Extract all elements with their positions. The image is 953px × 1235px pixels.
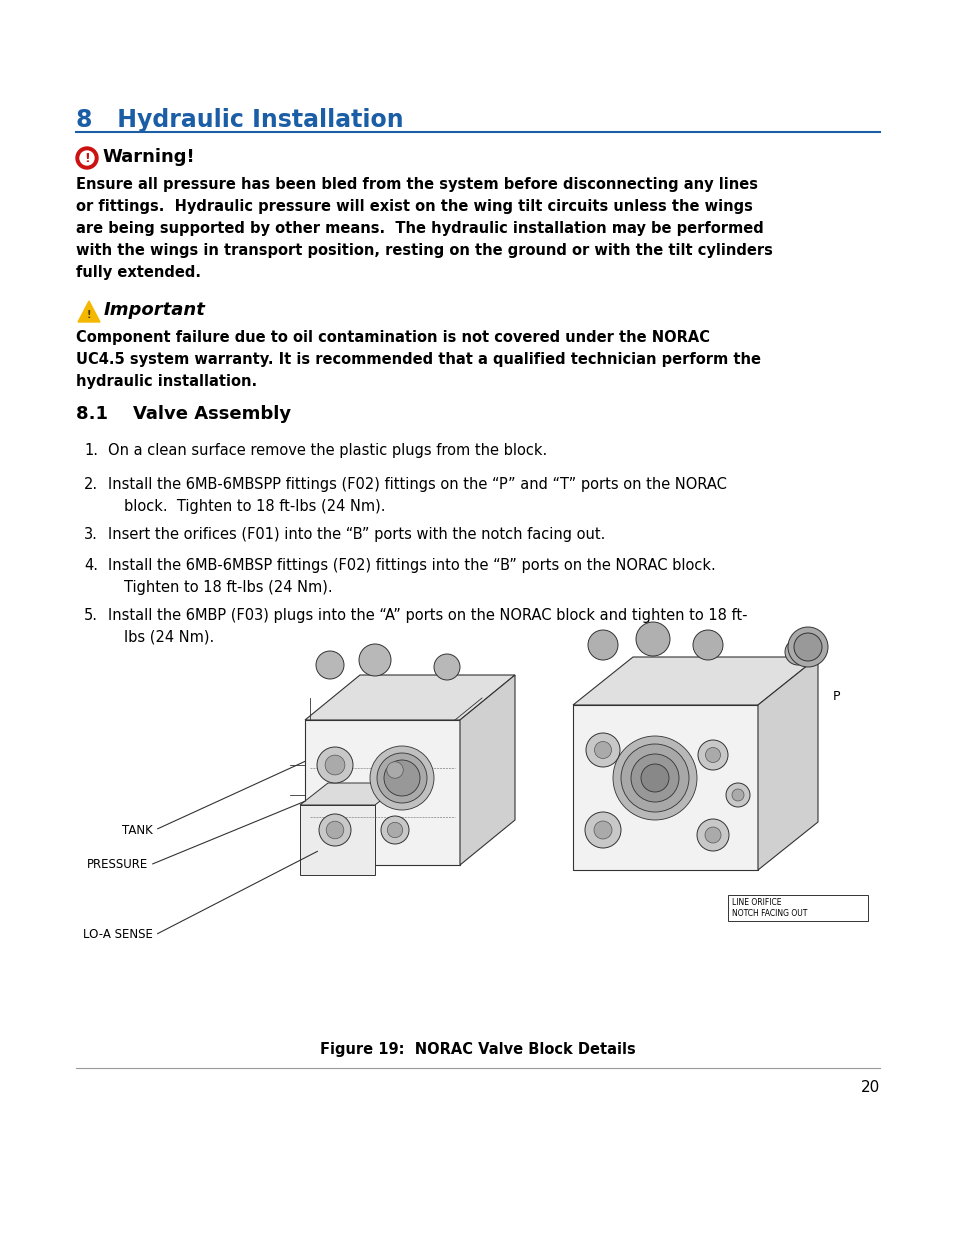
Circle shape (326, 821, 343, 839)
Text: P: P (832, 690, 840, 704)
Circle shape (325, 755, 345, 774)
Text: LO-A SENSE: LO-A SENSE (83, 929, 152, 941)
Circle shape (80, 151, 94, 165)
Text: PRESSURE: PRESSURE (87, 858, 148, 872)
Text: 1.: 1. (84, 443, 98, 458)
Circle shape (705, 747, 720, 762)
Text: 4.: 4. (84, 558, 98, 573)
Text: Tighten to 18 ft-lbs (24 Nm).: Tighten to 18 ft-lbs (24 Nm). (124, 580, 333, 595)
Circle shape (434, 655, 459, 680)
Text: 2.: 2. (84, 477, 98, 492)
Text: 8.1    Valve Assembly: 8.1 Valve Assembly (76, 405, 291, 424)
Polygon shape (573, 657, 817, 705)
Circle shape (787, 627, 827, 667)
Circle shape (698, 740, 727, 769)
Text: Install the 6MB-6MBSPP fittings (F02) fittings on the “P” and “T” ports on the N: Install the 6MB-6MBSPP fittings (F02) fi… (108, 477, 726, 492)
Bar (727, 895, 867, 921)
Text: TANK: TANK (122, 824, 152, 836)
Text: Important: Important (104, 301, 206, 319)
Circle shape (380, 816, 409, 844)
Circle shape (620, 743, 688, 811)
Text: with the wings in transport position, resting on the ground or with the tilt cyl: with the wings in transport position, re… (76, 243, 772, 258)
Text: 20: 20 (860, 1079, 879, 1095)
Text: Warning!: Warning! (102, 148, 194, 165)
Text: are being supported by other means.  The hydraulic installation may be performed: are being supported by other means. The … (76, 221, 763, 236)
Text: LINE ORIFICE
NOTCH FACING OUT: LINE ORIFICE NOTCH FACING OUT (731, 898, 806, 919)
Text: Install the 6MBP (F03) plugs into the “A” ports on the NORAC block and tighten t: Install the 6MBP (F03) plugs into the “A… (108, 608, 747, 622)
Circle shape (584, 811, 620, 848)
Circle shape (636, 622, 669, 656)
Text: !: ! (84, 152, 90, 164)
Circle shape (587, 630, 618, 659)
Circle shape (585, 734, 619, 767)
Polygon shape (299, 783, 402, 805)
Circle shape (358, 643, 391, 676)
Circle shape (387, 823, 402, 837)
Text: Figure 19:  NORAC Valve Block Details: Figure 19: NORAC Valve Block Details (320, 1042, 636, 1057)
Circle shape (76, 147, 98, 169)
Circle shape (594, 741, 611, 758)
Circle shape (630, 755, 679, 802)
Text: 5.: 5. (84, 608, 98, 622)
Circle shape (594, 821, 612, 839)
Circle shape (697, 819, 728, 851)
Circle shape (379, 755, 410, 785)
Text: Install the 6MB-6MBSP fittings (F02) fittings into the “B” ports on the NORAC bl: Install the 6MB-6MBSP fittings (F02) fit… (108, 558, 715, 573)
Text: UC4.5 system warranty. It is recommended that a qualified technician perform the: UC4.5 system warranty. It is recommended… (76, 352, 760, 367)
Text: Insert the orifices (F01) into the “B” ports with the notch facing out.: Insert the orifices (F01) into the “B” p… (108, 527, 605, 542)
Text: Ensure all pressure has been bled from the system before disconnecting any lines: Ensure all pressure has been bled from t… (76, 177, 758, 191)
Circle shape (370, 746, 434, 810)
Text: Component failure due to oil contamination is not covered under the NORAC: Component failure due to oil contaminati… (76, 330, 709, 345)
Text: hydraulic installation.: hydraulic installation. (76, 374, 257, 389)
Text: 3.: 3. (84, 527, 98, 542)
Text: 8   Hydraulic Installation: 8 Hydraulic Installation (76, 107, 403, 132)
Polygon shape (573, 705, 758, 869)
Circle shape (316, 747, 353, 783)
Circle shape (315, 651, 344, 679)
Circle shape (318, 814, 351, 846)
Circle shape (386, 762, 403, 778)
Polygon shape (305, 720, 459, 864)
Circle shape (376, 753, 427, 803)
Circle shape (793, 634, 821, 661)
Polygon shape (305, 676, 515, 720)
Circle shape (640, 764, 668, 792)
Circle shape (731, 789, 743, 802)
Text: fully extended.: fully extended. (76, 266, 201, 280)
Circle shape (384, 760, 419, 797)
Polygon shape (758, 657, 817, 869)
Circle shape (692, 630, 722, 659)
Text: block.  Tighten to 18 ft-lbs (24 Nm).: block. Tighten to 18 ft-lbs (24 Nm). (124, 499, 385, 514)
Polygon shape (459, 676, 515, 864)
Circle shape (784, 638, 810, 664)
Circle shape (704, 827, 720, 844)
Circle shape (613, 736, 697, 820)
Text: lbs (24 Nm).: lbs (24 Nm). (124, 630, 214, 645)
Text: or fittings.  Hydraulic pressure will exist on the wing tilt circuits unless the: or fittings. Hydraulic pressure will exi… (76, 199, 752, 214)
Polygon shape (299, 805, 375, 876)
Polygon shape (78, 301, 100, 322)
Text: On a clean surface remove the plastic plugs from the block.: On a clean surface remove the plastic pl… (108, 443, 547, 458)
Text: !: ! (87, 310, 91, 320)
Circle shape (725, 783, 749, 806)
